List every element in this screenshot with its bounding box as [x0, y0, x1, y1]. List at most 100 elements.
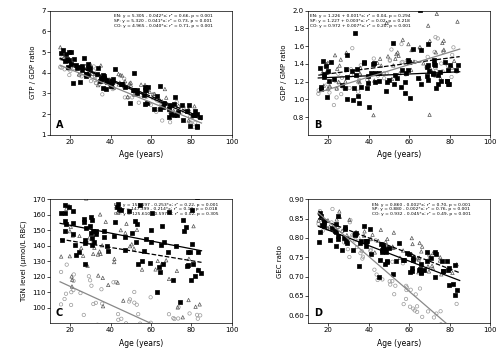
Point	[392, 258, 400, 264]
Point	[118, 316, 126, 322]
Point	[158, 224, 166, 229]
Point	[150, 188, 158, 194]
Point	[341, 85, 349, 91]
Point	[174, 304, 182, 310]
Point	[106, 77, 114, 83]
Point	[352, 229, 360, 235]
X-axis label: Age (years): Age (years)	[377, 150, 421, 159]
Point	[326, 83, 334, 89]
Point	[416, 44, 424, 50]
Point	[376, 258, 384, 264]
Point	[334, 79, 342, 85]
Point	[390, 72, 398, 78]
Point	[346, 217, 354, 223]
Point	[374, 60, 382, 66]
Point	[338, 75, 346, 81]
Point	[371, 79, 379, 85]
Point	[378, 244, 386, 250]
Point	[439, 331, 447, 337]
Point	[351, 237, 359, 243]
Point	[69, 220, 77, 226]
Point	[155, 189, 163, 195]
Point	[358, 256, 366, 261]
Point	[92, 228, 100, 234]
Point	[76, 79, 84, 85]
Point	[190, 223, 198, 229]
Point	[136, 202, 144, 208]
Point	[452, 67, 460, 73]
Point	[346, 85, 354, 91]
Point	[102, 78, 110, 84]
Point	[360, 233, 368, 238]
Point	[343, 237, 351, 242]
Point	[416, 47, 424, 52]
Point	[332, 85, 340, 91]
Point	[60, 210, 68, 216]
Point	[450, 262, 458, 268]
Point	[331, 52, 339, 58]
Point	[145, 101, 153, 107]
Point	[67, 302, 75, 308]
Point	[342, 236, 349, 242]
Point	[126, 100, 134, 106]
Point	[406, 95, 414, 101]
Point	[390, 292, 398, 297]
Point	[388, 259, 396, 265]
Point	[87, 214, 95, 220]
Point	[99, 85, 107, 91]
Point	[121, 94, 129, 100]
Point	[354, 78, 362, 84]
Y-axis label: GDP / GMP ratio: GDP / GMP ratio	[281, 45, 287, 101]
Point	[173, 339, 181, 345]
Point	[165, 106, 173, 112]
Point	[126, 81, 134, 87]
Point	[64, 64, 72, 70]
Point	[158, 118, 166, 123]
Point	[78, 63, 86, 69]
Point	[96, 251, 104, 257]
Point	[406, 59, 413, 65]
Point	[60, 55, 68, 61]
Point	[158, 261, 166, 267]
Point	[68, 274, 76, 279]
Point	[380, 75, 388, 81]
Point	[82, 225, 90, 231]
Point	[60, 218, 68, 224]
Point	[338, 228, 346, 234]
Point	[170, 315, 177, 321]
Point	[343, 241, 351, 246]
Point	[348, 97, 356, 103]
Point	[97, 62, 105, 68]
Point	[66, 61, 74, 66]
Point	[452, 261, 460, 267]
Point	[440, 49, 448, 55]
Point	[122, 230, 130, 236]
Point	[110, 323, 118, 328]
Point	[371, 250, 379, 255]
Point	[314, 91, 322, 97]
Point	[324, 67, 332, 73]
Point	[96, 249, 104, 255]
Point	[94, 82, 102, 88]
Point	[341, 224, 349, 230]
Point	[439, 268, 447, 274]
Point	[104, 248, 112, 254]
Point	[399, 248, 407, 253]
Point	[378, 276, 386, 282]
Point	[443, 258, 451, 264]
Point	[90, 68, 98, 74]
Point	[393, 76, 401, 82]
Point	[360, 228, 368, 234]
Point	[86, 230, 94, 236]
Point	[167, 111, 175, 117]
Point	[108, 83, 116, 89]
Point	[402, 79, 409, 85]
Point	[110, 279, 118, 285]
Point	[160, 239, 168, 244]
Point	[178, 102, 186, 108]
Point	[57, 302, 65, 307]
Point	[350, 85, 358, 91]
Point	[370, 78, 378, 83]
Point	[442, 61, 450, 66]
Point	[438, 61, 446, 66]
